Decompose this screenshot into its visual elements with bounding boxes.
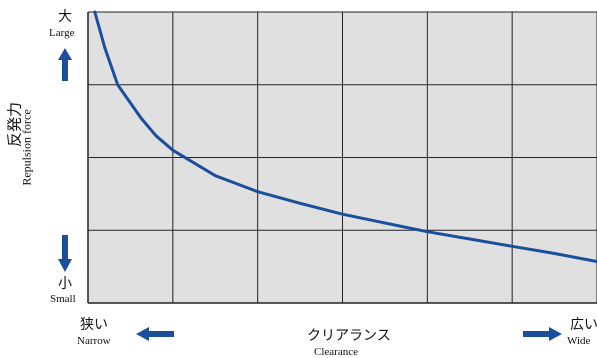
y-top-label-en: Large: [49, 27, 75, 39]
arrow-shape: [136, 327, 174, 341]
x-right-label-jp: 広い: [570, 317, 597, 333]
y-axis-title: 反発力 Repulsion force: [4, 100, 44, 210]
y-bottom-label-en: Small: [50, 293, 76, 305]
repulsion-curve: [93, 10, 597, 263]
grid-lines: [87, 11, 597, 304]
x-right-arrow-icon: [523, 327, 562, 341]
y-axis-title-en: Repulsion force: [19, 109, 34, 186]
x-right-label-en: Wide: [567, 335, 591, 347]
arrow-shape: [58, 235, 72, 272]
y-bottom-label-jp: 小: [58, 276, 72, 292]
x-axis-title-en: Clearance: [314, 346, 358, 358]
arrow-shape: [523, 327, 562, 341]
x-left-label-jp: 狭い: [80, 317, 108, 333]
y-up-arrow-icon: [58, 48, 72, 81]
x-axis-title-jp: クリアランス: [307, 328, 391, 344]
y-top-label-jp: 大: [58, 9, 72, 25]
arrow-shape: [58, 48, 72, 81]
x-left-label-en: Narrow: [77, 335, 111, 347]
x-left-arrow-icon: [136, 327, 174, 341]
y-down-arrow-icon: [58, 235, 72, 272]
